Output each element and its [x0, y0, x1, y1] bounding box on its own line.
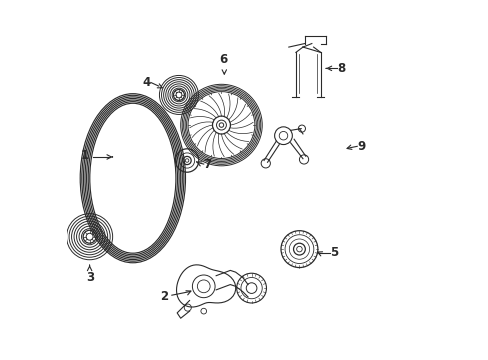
Text: 9: 9: [356, 140, 365, 153]
Text: 2: 2: [160, 290, 168, 303]
Text: 4: 4: [142, 76, 151, 89]
Text: 1: 1: [81, 149, 89, 162]
Text: 8: 8: [337, 62, 345, 75]
Text: 5: 5: [329, 246, 338, 259]
Text: 7: 7: [203, 158, 211, 171]
Text: 3: 3: [86, 271, 94, 284]
Text: 6: 6: [219, 53, 227, 66]
